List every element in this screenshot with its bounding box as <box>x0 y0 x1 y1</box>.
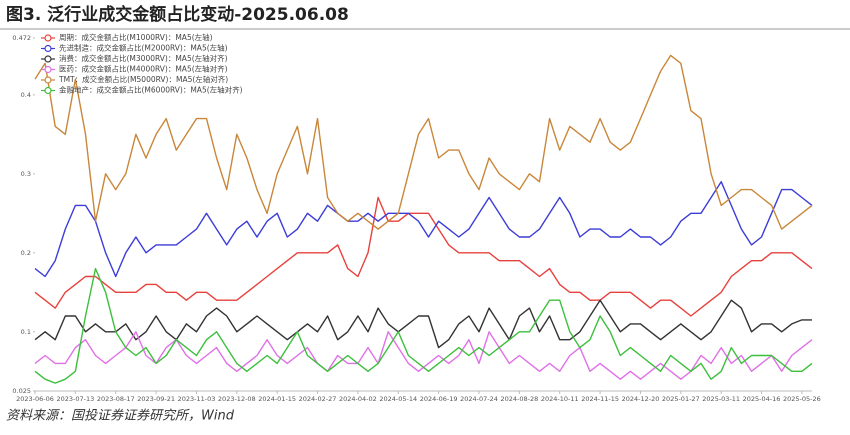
y-tick-label: 0.3 <box>21 170 31 178</box>
legend-marker <box>44 86 52 95</box>
source-note: 资料来源：国投证券证券研究所，Wind <box>6 408 235 424</box>
x-tick-label: 2025-01-27 <box>662 395 700 403</box>
y-tick-label: 0.472 <box>12 34 31 42</box>
legend-marker <box>44 76 52 84</box>
x-tick-label: 2023-08-17 <box>97 395 135 403</box>
x-tick-label: 2024-07-24 <box>460 395 498 403</box>
x-tick-label: 2023-07-13 <box>56 395 94 403</box>
legend-label: 金融地产：成交金额占比(M6000RV)：MA5(左轴对齐) <box>59 85 243 95</box>
x-tick-label: 2023-06-06 <box>16 395 54 403</box>
series-line <box>34 299 812 349</box>
x-tick-label: 2025-05-26 <box>783 395 821 403</box>
legend-label: 先进制造：成交金额占比(M2000RV)：MA5(左轴) <box>59 43 228 53</box>
x-tick-label: 2025-03-11 <box>702 395 740 403</box>
legend-label: 消费：成交金额占比(M3000RV)：MA5(左轴对齐) <box>59 53 228 63</box>
legend-marker <box>44 44 52 53</box>
legend-label: 周期：成交金额占比(M1000RV)：MA5(左轴) <box>59 32 213 42</box>
x-tick-label: 2024-11-15 <box>581 395 619 403</box>
chart-title: 图3. 泛行业成交金额占比变动-2025.06.08 <box>6 4 349 25</box>
legend-marker <box>44 55 52 63</box>
series-line <box>34 181 813 278</box>
x-tick-label: 2023-12-08 <box>218 395 256 403</box>
x-tick-label: 2024-04-02 <box>339 395 377 403</box>
legend-label: 医药：成交金额占比(M4000RV)：MA5(左轴对齐) <box>59 64 228 74</box>
series-line <box>34 267 813 384</box>
x-tick-label: 2024-01-15 <box>258 395 296 403</box>
legend-label: TMT：成交金额占比(M5000RV)：MA5(左轴对齐) <box>58 74 228 84</box>
legend-marker <box>44 34 52 42</box>
x-tick-label: 2023-09-21 <box>137 395 175 403</box>
series-line <box>34 54 813 230</box>
y-tick-label: 0.4 <box>21 91 31 99</box>
x-tick-label: 2024-08-28 <box>500 395 538 403</box>
series-line <box>34 196 813 317</box>
y-tick-label: 0.2 <box>21 249 31 257</box>
x-tick-label: 2023-11-03 <box>178 395 216 403</box>
legend-marker <box>44 65 52 74</box>
x-tick-label: 2024-02-27 <box>299 395 337 403</box>
x-tick-label: 2024-06-19 <box>420 395 458 403</box>
x-tick-label: 2024-10-11 <box>541 395 579 403</box>
y-tick-label: 0.1 <box>21 328 31 336</box>
x-tick-label: 2024-12-20 <box>622 395 660 403</box>
y-tick-label: 0.025 <box>12 387 31 395</box>
x-tick-label: 2025-04-16 <box>743 395 781 403</box>
x-tick-label: 2024-05-14 <box>379 395 417 403</box>
